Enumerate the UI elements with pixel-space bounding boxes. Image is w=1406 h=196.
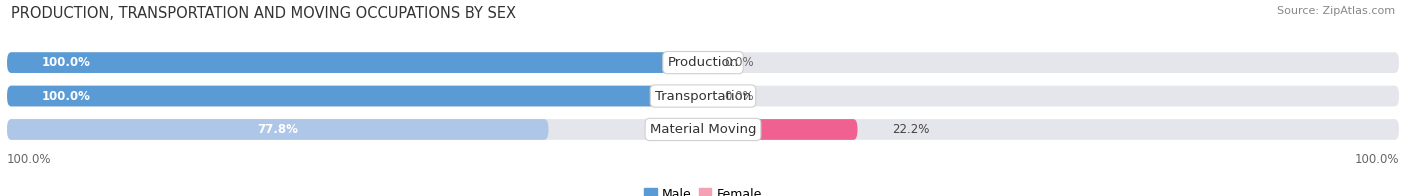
Text: Production: Production — [668, 56, 738, 69]
Text: PRODUCTION, TRANSPORTATION AND MOVING OCCUPATIONS BY SEX: PRODUCTION, TRANSPORTATION AND MOVING OC… — [11, 6, 516, 21]
Text: 77.8%: 77.8% — [257, 123, 298, 136]
Text: 100.0%: 100.0% — [1354, 153, 1399, 166]
Legend: Male, Female: Male, Female — [640, 183, 766, 196]
Text: 100.0%: 100.0% — [42, 56, 91, 69]
FancyBboxPatch shape — [7, 52, 1399, 73]
Text: 100.0%: 100.0% — [42, 90, 91, 103]
FancyBboxPatch shape — [7, 119, 548, 140]
Text: Source: ZipAtlas.com: Source: ZipAtlas.com — [1277, 6, 1395, 16]
FancyBboxPatch shape — [7, 86, 1399, 106]
FancyBboxPatch shape — [7, 119, 1399, 140]
Text: 0.0%: 0.0% — [724, 90, 754, 103]
Text: Transportation: Transportation — [655, 90, 751, 103]
FancyBboxPatch shape — [7, 52, 703, 73]
Text: 0.0%: 0.0% — [724, 56, 754, 69]
Text: 100.0%: 100.0% — [7, 153, 52, 166]
FancyBboxPatch shape — [7, 86, 703, 106]
Text: 22.2%: 22.2% — [893, 123, 929, 136]
FancyBboxPatch shape — [703, 119, 858, 140]
Text: Material Moving: Material Moving — [650, 123, 756, 136]
